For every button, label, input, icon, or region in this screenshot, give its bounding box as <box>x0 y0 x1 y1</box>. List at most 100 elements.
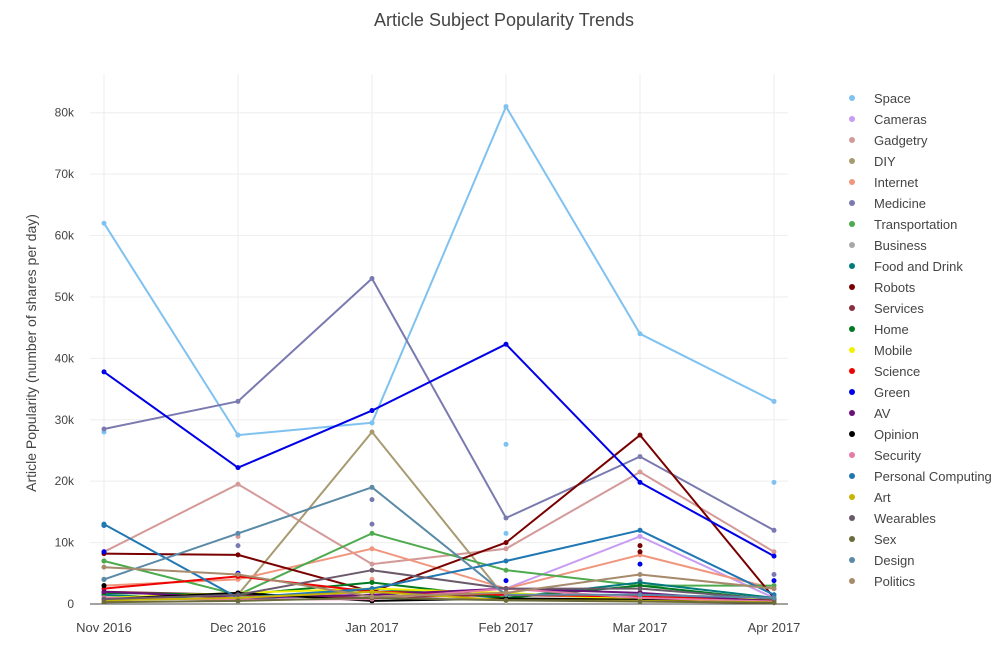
data-point <box>637 549 643 555</box>
data-point <box>235 481 241 487</box>
data-point <box>369 521 375 527</box>
legend-label: Security <box>874 448 921 463</box>
data-point <box>771 398 777 404</box>
y-tick-label: 40k <box>55 351 75 365</box>
legend-item[interactable]: Gadgetry <box>849 133 928 148</box>
data-point <box>771 572 777 578</box>
y-tick-label: 20k <box>55 474 75 488</box>
legend-marker <box>849 536 855 542</box>
legend-label: Transportation <box>874 217 957 232</box>
data-point <box>771 527 777 533</box>
legend-item[interactable]: Green <box>849 385 910 400</box>
legend-item[interactable]: Robots <box>849 280 916 295</box>
legend-label: Opinion <box>874 427 919 442</box>
data-point <box>637 479 643 485</box>
legend-item[interactable]: Cameras <box>849 112 927 127</box>
series-line <box>103 277 775 532</box>
legend-marker <box>849 200 855 206</box>
axes: 0 10k 20k 30k 40k 50k 60k 70k 80k Nov 2016 Dec 201… <box>55 106 801 635</box>
data-point <box>503 590 509 596</box>
data-point <box>369 589 375 595</box>
legend-label: Food and Drink <box>874 259 963 274</box>
legend-item[interactable]: Mobile <box>849 343 912 358</box>
legend-item[interactable]: Opinion <box>849 427 919 442</box>
data-point <box>101 583 107 589</box>
legend[interactable]: Space Cameras Gadgetry DIY Internet Medicine T… <box>849 91 992 589</box>
series-line <box>103 569 775 601</box>
y-tick-label: 70k <box>55 167 75 181</box>
legend-item[interactable]: Politics <box>849 574 916 589</box>
series-line <box>103 471 775 566</box>
legend-item[interactable]: Transportation <box>849 217 957 232</box>
legend-item[interactable]: Personal Computing <box>849 469 992 484</box>
data-point <box>369 408 375 414</box>
legend-item[interactable]: Food and Drink <box>849 259 963 274</box>
legend-label: Politics <box>874 574 916 589</box>
data-point <box>235 465 241 471</box>
data-point <box>637 469 643 475</box>
legend-item[interactable]: Home <box>849 322 909 337</box>
data-point <box>503 586 509 592</box>
data-point <box>637 454 643 460</box>
legend-item[interactable]: Design <box>849 553 914 568</box>
series-line <box>103 105 775 437</box>
series-line <box>103 566 775 598</box>
data-point <box>235 552 241 558</box>
legend-item[interactable]: Art <box>849 490 891 505</box>
legend-item[interactable]: Services <box>849 301 924 316</box>
series-line <box>103 547 775 590</box>
legend-label: Personal Computing <box>874 469 992 484</box>
data-point <box>101 522 107 528</box>
legend-label: Mobile <box>874 343 912 358</box>
data-point <box>637 527 643 533</box>
legend-label: AV <box>874 406 891 421</box>
data-point <box>503 341 509 347</box>
data-point <box>369 546 375 552</box>
y-tick-label: 0 <box>67 597 74 611</box>
legend-marker <box>849 368 855 374</box>
data-point <box>101 576 107 582</box>
data-point <box>771 549 777 555</box>
legend-item[interactable]: Internet <box>849 175 918 190</box>
legend-marker <box>849 578 855 584</box>
data-point <box>503 441 509 447</box>
data-point <box>369 429 375 435</box>
legend-item[interactable]: Medicine <box>849 196 926 211</box>
data-point <box>369 530 375 536</box>
legend-label: Science <box>874 364 920 379</box>
data-point <box>235 543 241 549</box>
data-point <box>637 572 643 578</box>
data-point <box>369 561 375 567</box>
data-point <box>101 220 107 226</box>
legend-label: Space <box>874 91 911 106</box>
legend-label: Robots <box>874 280 916 295</box>
data-point <box>369 497 375 503</box>
legend-item[interactable]: Wearables <box>849 511 936 526</box>
data-point <box>235 598 241 604</box>
legend-item[interactable]: Sex <box>849 532 897 547</box>
legend-item[interactable]: Science <box>849 364 920 379</box>
legend-label: Cameras <box>874 112 927 127</box>
gridlines <box>90 74 788 605</box>
legend-marker <box>849 515 855 521</box>
legend-item[interactable]: AV <box>849 406 891 421</box>
data-point <box>101 564 107 570</box>
data-point <box>771 578 777 584</box>
data-point <box>101 369 107 375</box>
series-line <box>103 486 775 599</box>
legend-label: Green <box>874 385 910 400</box>
data-point <box>637 543 643 549</box>
y-tick-label: 80k <box>55 106 75 120</box>
legend-label: Business <box>874 238 927 253</box>
legend-item[interactable]: Security <box>849 448 921 463</box>
data-point <box>503 558 509 564</box>
legend-marker <box>849 284 855 290</box>
data-point <box>101 589 107 595</box>
legend-item[interactable]: Space <box>849 91 911 106</box>
legend-item[interactable]: DIY <box>849 154 896 169</box>
legend-item[interactable]: Business <box>849 238 927 253</box>
data-point <box>771 600 777 606</box>
legend-marker <box>849 494 855 500</box>
